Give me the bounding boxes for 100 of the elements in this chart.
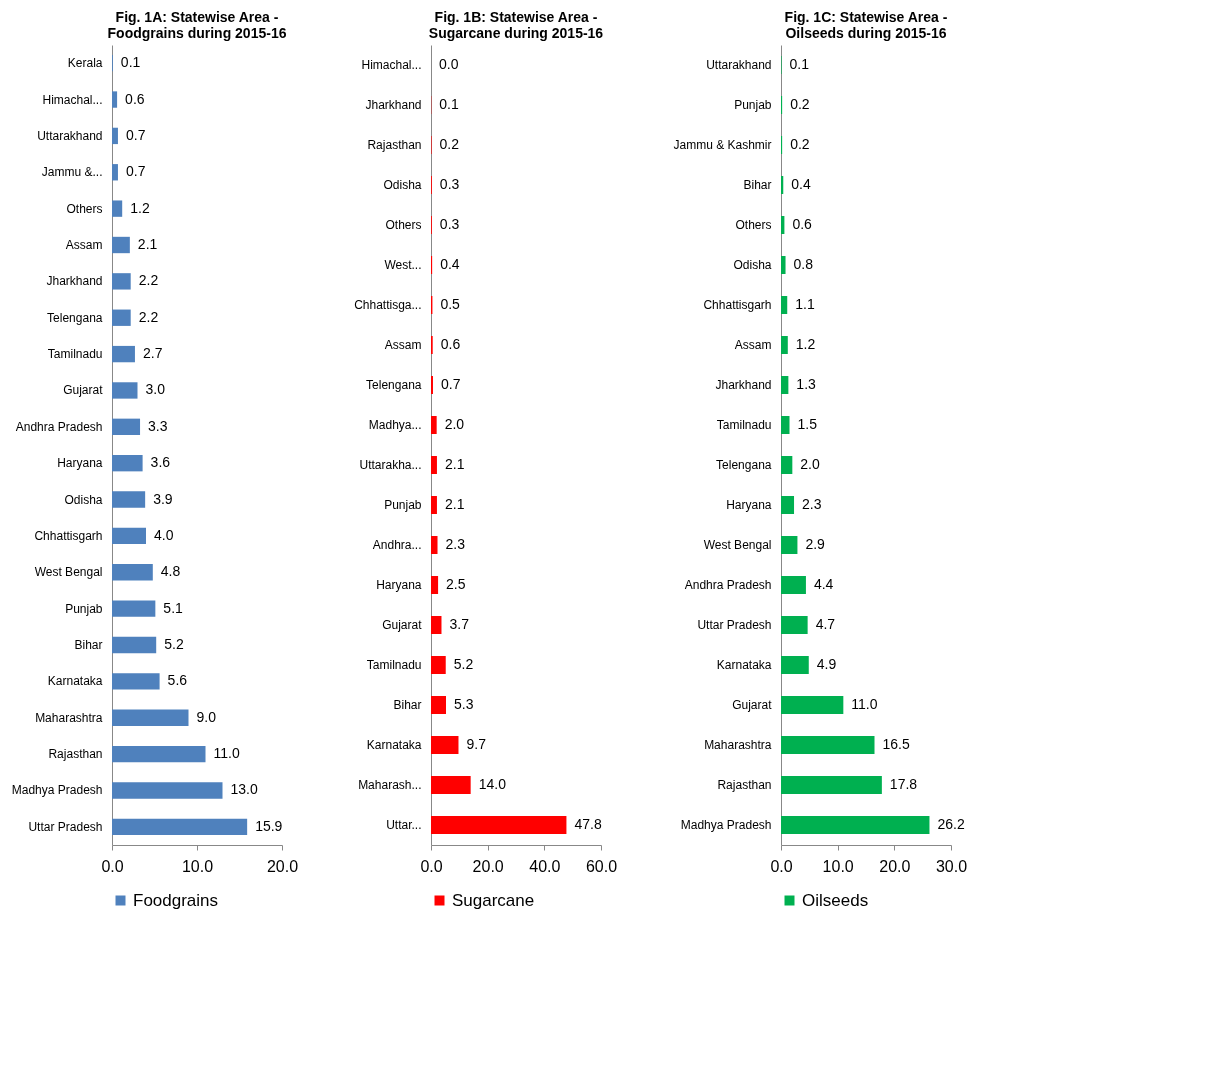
data-label: 3.3 [148, 417, 168, 434]
y-tick-label: Bihar [393, 698, 422, 712]
y-tick-label: Punjab [734, 98, 772, 112]
y-tick-label: Madhya... [368, 418, 422, 432]
data-label: 2.0 [800, 456, 821, 472]
y-tick-label: Others [385, 218, 422, 232]
y-tick-label: Assam [384, 338, 422, 352]
x-tick-label: 0.0 [420, 857, 443, 875]
data-label: 2.1 [137, 236, 158, 252]
y-tick-label: Chhattisga... [354, 298, 422, 312]
bar [781, 696, 844, 714]
data-label: 2.5 [446, 576, 466, 592]
data-label: 0.8 [793, 256, 814, 272]
bar [112, 345, 135, 363]
data-label: 2.7 [142, 345, 163, 362]
data-label: 26.2 [937, 816, 965, 832]
data-label: 0.0 [439, 56, 459, 72]
y-tick-label: Haryana [726, 498, 772, 512]
data-label: 5.2 [164, 636, 184, 652]
y-tick-label: Haryana [376, 578, 422, 592]
data-label: 9.7 [466, 736, 487, 752]
y-tick-label: Punjab [65, 601, 103, 616]
data-label: 17.8 [889, 776, 918, 792]
bar [431, 496, 437, 514]
bar [431, 616, 442, 634]
x-tick-label: 0.0 [770, 857, 793, 875]
y-tick-label: Assam [65, 238, 103, 252]
data-label: 0.5 [440, 296, 461, 312]
data-label: 2.1 [444, 496, 465, 512]
y-tick-label: Others [735, 218, 772, 232]
data-label: 5.3 [454, 696, 474, 712]
chart-title: Fig. 1C: Statewise Area - Oilseeds during 2015-16 [784, 9, 948, 41]
y-tick-label: Rajasthan [367, 138, 422, 152]
bar [112, 164, 118, 181]
bar [431, 696, 447, 714]
bar [781, 296, 788, 314]
bar [781, 736, 875, 754]
data-label: 3.9 [153, 490, 173, 507]
bar [781, 416, 790, 434]
data-label: 1.3 [796, 376, 817, 392]
data-label: 15.9 [255, 817, 283, 834]
legend-label: Oilseeds [802, 890, 869, 910]
bar [431, 816, 567, 834]
chart-title: Fig. 1A: Statewise Area - Foodgrains during 2015-16 [107, 9, 287, 41]
x-tick-label: 20.0 [472, 857, 504, 875]
data-label: 4.4 [813, 576, 834, 592]
data-label: 0.6 [125, 90, 145, 107]
chart-title: Fig. 1B: Statewise Area - Sugarcane during 2015-16 [428, 9, 604, 41]
data-label: 3.7 [449, 616, 470, 632]
legend-label: Foodgrains [133, 890, 219, 910]
data-label: 0.7 [440, 376, 461, 392]
bar [112, 600, 156, 617]
y-tick-label: Chhattisgarh [34, 528, 103, 543]
y-tick-label: Uttarakha... [359, 458, 422, 472]
bar [112, 564, 153, 581]
data-label: 11.0 [213, 745, 240, 762]
y-tick-label: Jharkhand [715, 378, 772, 392]
bar [781, 456, 793, 474]
y-tick-label: Uttar Pradesh [28, 819, 103, 834]
y-tick-label: Others [66, 201, 103, 216]
y-tick-label: Rajasthan [48, 747, 103, 762]
y-tick-label: Andhra Pradesh [684, 578, 772, 592]
bar [112, 491, 146, 508]
bar [781, 256, 786, 274]
y-tick-label: Chhattisgarh [703, 298, 772, 312]
y-tick-label: Uttarakhand [37, 128, 103, 143]
bar [112, 455, 143, 472]
y-tick-label: Odisha [64, 492, 103, 507]
x-tick-label: 20.0 [879, 857, 911, 875]
bar [112, 309, 131, 326]
bar [431, 656, 446, 674]
data-label: 2.1 [444, 456, 465, 472]
data-label: 47.8 [574, 816, 602, 832]
bar [112, 382, 138, 399]
legend-label: Sugarcane [452, 890, 535, 910]
bar [112, 91, 118, 108]
y-tick-label: Maharashtra [35, 710, 103, 725]
bar [112, 673, 160, 690]
data-label: 4.9 [816, 656, 837, 672]
y-tick-label: Jammu &... [41, 165, 103, 180]
data-label: 2.0 [444, 416, 465, 432]
data-label: 0.4 [791, 176, 811, 192]
y-tick-label: Telengana [366, 378, 422, 392]
y-tick-label: Himachal... [361, 58, 422, 72]
bar [781, 776, 882, 794]
bar [781, 616, 808, 634]
x-tick-label: 20.0 [266, 857, 299, 875]
x-tick-label: 0.0 [101, 857, 124, 875]
y-tick-label: Assam [734, 338, 772, 352]
y-tick-label: Gujarat [382, 618, 423, 632]
y-tick-label: Andhra... [372, 538, 422, 552]
bar [431, 576, 439, 594]
bar [112, 636, 157, 654]
y-tick-label: Tamilnadu [716, 418, 772, 432]
y-tick-label: Kerala [67, 56, 103, 71]
bar [112, 527, 146, 545]
bar [781, 656, 809, 674]
y-tick-label: Uttarakhand [706, 58, 772, 72]
bar [112, 709, 189, 726]
y-tick-label: Madhya Pradesh [680, 818, 772, 832]
